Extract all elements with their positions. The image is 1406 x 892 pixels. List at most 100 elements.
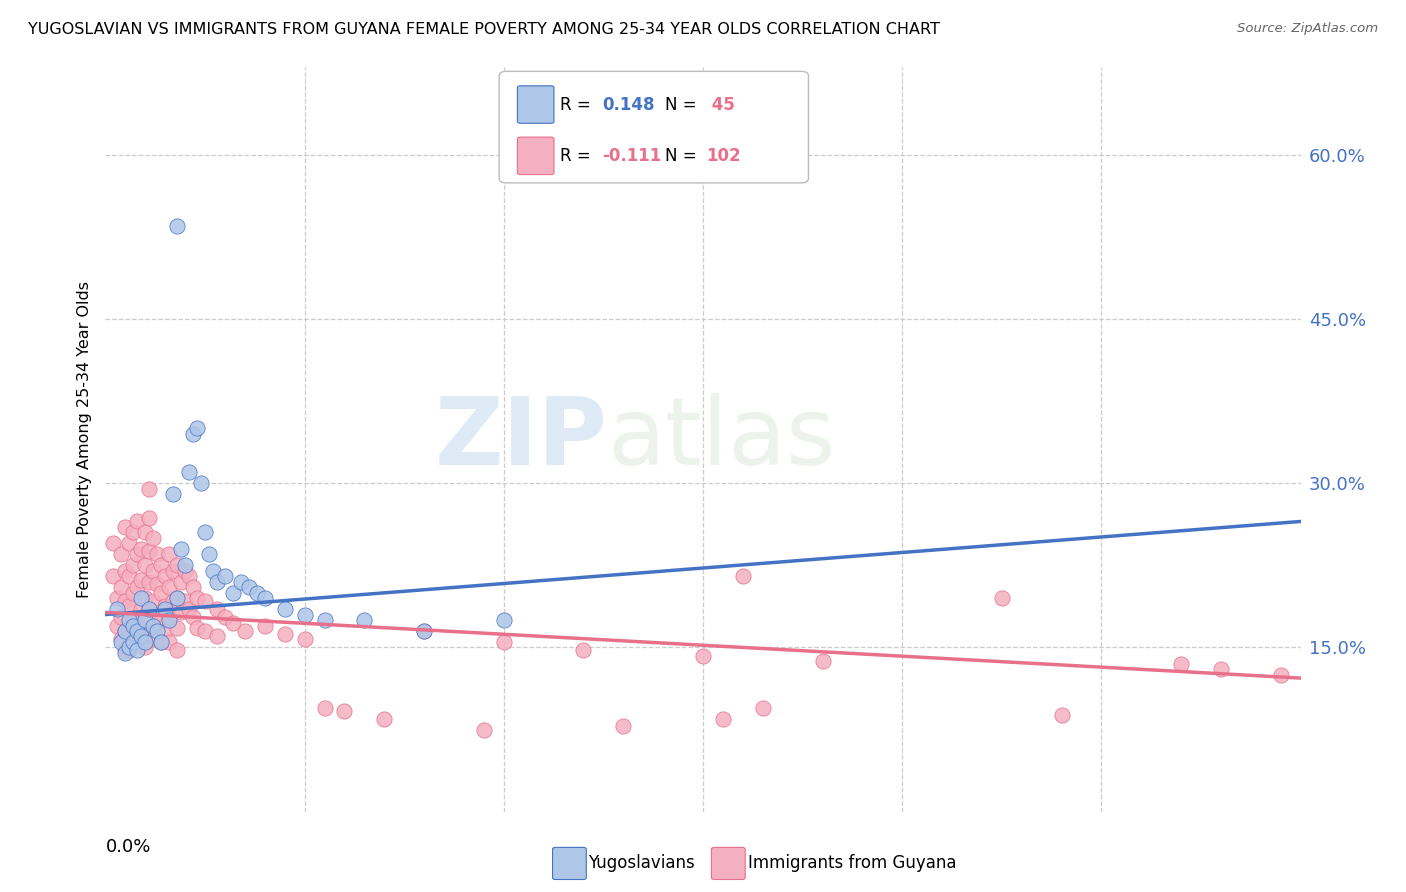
Point bbox=[142, 531, 165, 545]
Text: N =: N = bbox=[665, 147, 702, 165]
Point bbox=[170, 541, 193, 556]
Point bbox=[177, 602, 201, 616]
Point bbox=[166, 219, 188, 233]
Point bbox=[181, 580, 204, 594]
Point bbox=[118, 624, 141, 638]
Point bbox=[114, 642, 136, 657]
Point bbox=[150, 613, 173, 627]
Point bbox=[174, 594, 197, 608]
Point bbox=[138, 482, 160, 496]
Point bbox=[294, 607, 316, 622]
Point bbox=[253, 618, 276, 632]
Point bbox=[127, 547, 149, 561]
Point bbox=[114, 646, 136, 660]
Text: N =: N = bbox=[665, 95, 702, 113]
Point bbox=[186, 621, 208, 635]
Point bbox=[990, 591, 1012, 606]
Point bbox=[314, 613, 336, 627]
Point bbox=[572, 642, 595, 657]
Point bbox=[138, 574, 160, 589]
Point bbox=[146, 607, 169, 622]
Text: Immigrants from Guyana: Immigrants from Guyana bbox=[748, 855, 956, 872]
Point bbox=[134, 525, 156, 540]
Point bbox=[246, 585, 269, 599]
Point bbox=[194, 624, 217, 638]
Point bbox=[157, 635, 180, 649]
Point bbox=[114, 624, 136, 638]
Point bbox=[138, 544, 160, 558]
Point bbox=[214, 609, 236, 624]
Point bbox=[129, 602, 153, 616]
Point bbox=[214, 569, 236, 583]
Point bbox=[472, 723, 495, 737]
Point bbox=[333, 704, 356, 718]
Point bbox=[129, 630, 153, 644]
Point bbox=[353, 613, 375, 627]
Point bbox=[150, 635, 173, 649]
Point bbox=[222, 585, 245, 599]
Text: Yugoslavians: Yugoslavians bbox=[588, 855, 695, 872]
Point bbox=[194, 594, 217, 608]
Point bbox=[711, 712, 734, 726]
Point bbox=[181, 426, 204, 441]
Point bbox=[122, 585, 145, 599]
Text: R =: R = bbox=[560, 147, 596, 165]
Point bbox=[1170, 657, 1192, 671]
Text: YUGOSLAVIAN VS IMMIGRANTS FROM GUYANA FEMALE POVERTY AMONG 25-34 YEAR OLDS CORRE: YUGOSLAVIAN VS IMMIGRANTS FROM GUYANA FE… bbox=[28, 22, 941, 37]
Point bbox=[166, 591, 188, 606]
Point bbox=[142, 618, 165, 632]
Text: 45: 45 bbox=[706, 95, 735, 113]
Point bbox=[127, 609, 149, 624]
Point bbox=[186, 421, 208, 435]
Text: -0.111: -0.111 bbox=[602, 147, 661, 165]
Point bbox=[110, 609, 132, 624]
Point bbox=[373, 712, 395, 726]
Point bbox=[146, 624, 169, 638]
Point bbox=[114, 624, 136, 638]
Point bbox=[166, 591, 188, 606]
Point bbox=[229, 574, 252, 589]
Point bbox=[177, 465, 201, 479]
Point bbox=[170, 574, 193, 589]
Point bbox=[273, 602, 295, 616]
Point bbox=[174, 564, 197, 578]
Point bbox=[138, 602, 160, 616]
Point bbox=[118, 599, 141, 613]
Point bbox=[110, 547, 132, 561]
Point bbox=[150, 585, 173, 599]
Y-axis label: Female Poverty Among 25-34 Year Olds: Female Poverty Among 25-34 Year Olds bbox=[76, 281, 91, 598]
Point bbox=[174, 558, 197, 573]
Point bbox=[118, 613, 141, 627]
Point bbox=[107, 591, 129, 606]
Point bbox=[233, 624, 256, 638]
Point bbox=[122, 635, 145, 649]
Point bbox=[811, 654, 834, 668]
Point bbox=[198, 547, 221, 561]
Point bbox=[162, 594, 184, 608]
Point bbox=[153, 599, 177, 613]
Point bbox=[122, 613, 145, 627]
Point bbox=[162, 564, 184, 578]
Point bbox=[110, 580, 132, 594]
Text: Source: ZipAtlas.com: Source: ZipAtlas.com bbox=[1237, 22, 1378, 36]
Point bbox=[202, 564, 225, 578]
Point bbox=[118, 640, 141, 655]
Point bbox=[138, 511, 160, 525]
Point bbox=[413, 624, 436, 638]
Point bbox=[142, 594, 165, 608]
Point bbox=[122, 618, 145, 632]
Point bbox=[166, 621, 188, 635]
Point bbox=[1209, 662, 1232, 676]
Point bbox=[129, 541, 153, 556]
Text: ZIP: ZIP bbox=[434, 393, 607, 485]
Point bbox=[134, 591, 156, 606]
Point bbox=[157, 609, 180, 624]
Point bbox=[153, 624, 177, 638]
Point bbox=[314, 700, 336, 714]
Point bbox=[612, 719, 634, 733]
Point bbox=[127, 632, 149, 646]
Text: 0.148: 0.148 bbox=[602, 95, 654, 113]
Point bbox=[166, 558, 188, 573]
Point bbox=[103, 536, 125, 550]
Text: 102: 102 bbox=[706, 147, 741, 165]
